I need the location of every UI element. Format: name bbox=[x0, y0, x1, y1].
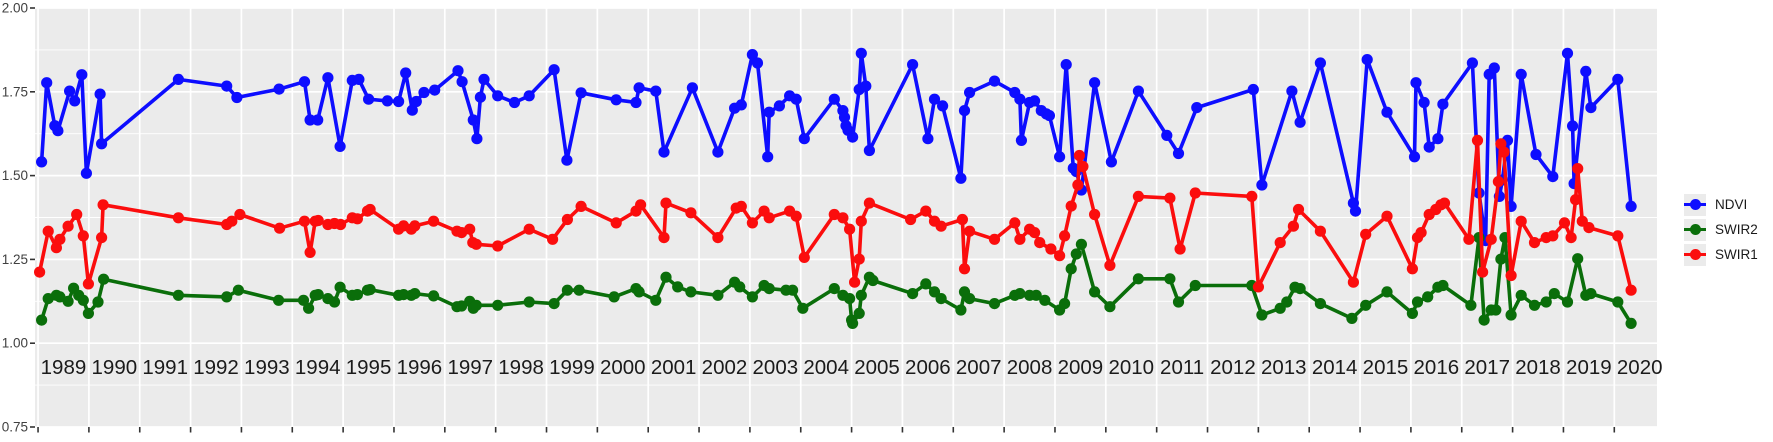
svg-text:1992: 1992 bbox=[193, 356, 239, 379]
swir2-point-swatch bbox=[1689, 224, 1701, 235]
svg-text:2013: 2013 bbox=[1261, 356, 1307, 379]
svg-text:1995: 1995 bbox=[346, 356, 392, 379]
legend-label-swir2: SWIR2 bbox=[1715, 222, 1758, 237]
svg-text:2005: 2005 bbox=[854, 356, 900, 379]
svg-text:1989: 1989 bbox=[41, 356, 87, 379]
svg-text:2006: 2006 bbox=[905, 356, 951, 379]
svg-text:0.75: 0.75 bbox=[2, 420, 28, 435]
svg-text:2018: 2018 bbox=[1515, 356, 1561, 379]
svg-text:1991: 1991 bbox=[142, 356, 188, 379]
svg-text:1.75: 1.75 bbox=[2, 84, 28, 99]
svg-text:2019: 2019 bbox=[1566, 356, 1612, 379]
legend-key-swir2 bbox=[1684, 218, 1706, 241]
legend-item-swir1: SWIR1 bbox=[1684, 243, 1758, 266]
svg-text:1.00: 1.00 bbox=[2, 336, 28, 351]
svg-text:2007: 2007 bbox=[956, 356, 1002, 379]
svg-text:2010: 2010 bbox=[1108, 356, 1154, 379]
svg-text:2012: 2012 bbox=[1210, 356, 1256, 379]
svg-text:2016: 2016 bbox=[1414, 356, 1460, 379]
svg-text:1.25: 1.25 bbox=[2, 252, 28, 267]
legend-label-swir1: SWIR1 bbox=[1715, 247, 1758, 262]
svg-text:2014: 2014 bbox=[1312, 356, 1358, 379]
svg-text:2002: 2002 bbox=[702, 356, 748, 379]
svg-text:1994: 1994 bbox=[295, 356, 341, 379]
svg-text:2015: 2015 bbox=[1363, 356, 1409, 379]
legend-key-ndvi bbox=[1684, 193, 1706, 216]
svg-text:2017: 2017 bbox=[1464, 356, 1510, 379]
svg-text:1993: 1993 bbox=[244, 356, 290, 379]
svg-text:2020: 2020 bbox=[1617, 356, 1663, 379]
svg-text:1997: 1997 bbox=[447, 356, 493, 379]
svg-text:2003: 2003 bbox=[753, 356, 799, 379]
swir1-point-swatch bbox=[1689, 249, 1701, 260]
ndvi-point-swatch bbox=[1689, 199, 1701, 210]
svg-text:1996: 1996 bbox=[397, 356, 443, 379]
svg-text:2011: 2011 bbox=[1160, 356, 1204, 379]
legend-item-ndvi: NDVI bbox=[1684, 193, 1758, 216]
svg-text:2009: 2009 bbox=[1058, 356, 1104, 379]
svg-text:1990: 1990 bbox=[92, 356, 138, 379]
svg-text:1.50: 1.50 bbox=[2, 168, 28, 183]
svg-text:2.00: 2.00 bbox=[2, 1, 28, 16]
svg-text:1998: 1998 bbox=[498, 356, 544, 379]
legend: NDVI SWIR2 SWIR1 bbox=[1684, 193, 1758, 266]
legend-label-ndvi: NDVI bbox=[1715, 197, 1748, 212]
svg-text:2004: 2004 bbox=[803, 356, 849, 379]
svg-text:2000: 2000 bbox=[600, 356, 646, 379]
svg-text:2001: 2001 bbox=[651, 356, 697, 379]
legend-key-swir1 bbox=[1684, 243, 1706, 266]
svg-text:1999: 1999 bbox=[549, 356, 595, 379]
legend-item-swir2: SWIR2 bbox=[1684, 218, 1758, 241]
svg-text:2008: 2008 bbox=[1007, 356, 1053, 379]
